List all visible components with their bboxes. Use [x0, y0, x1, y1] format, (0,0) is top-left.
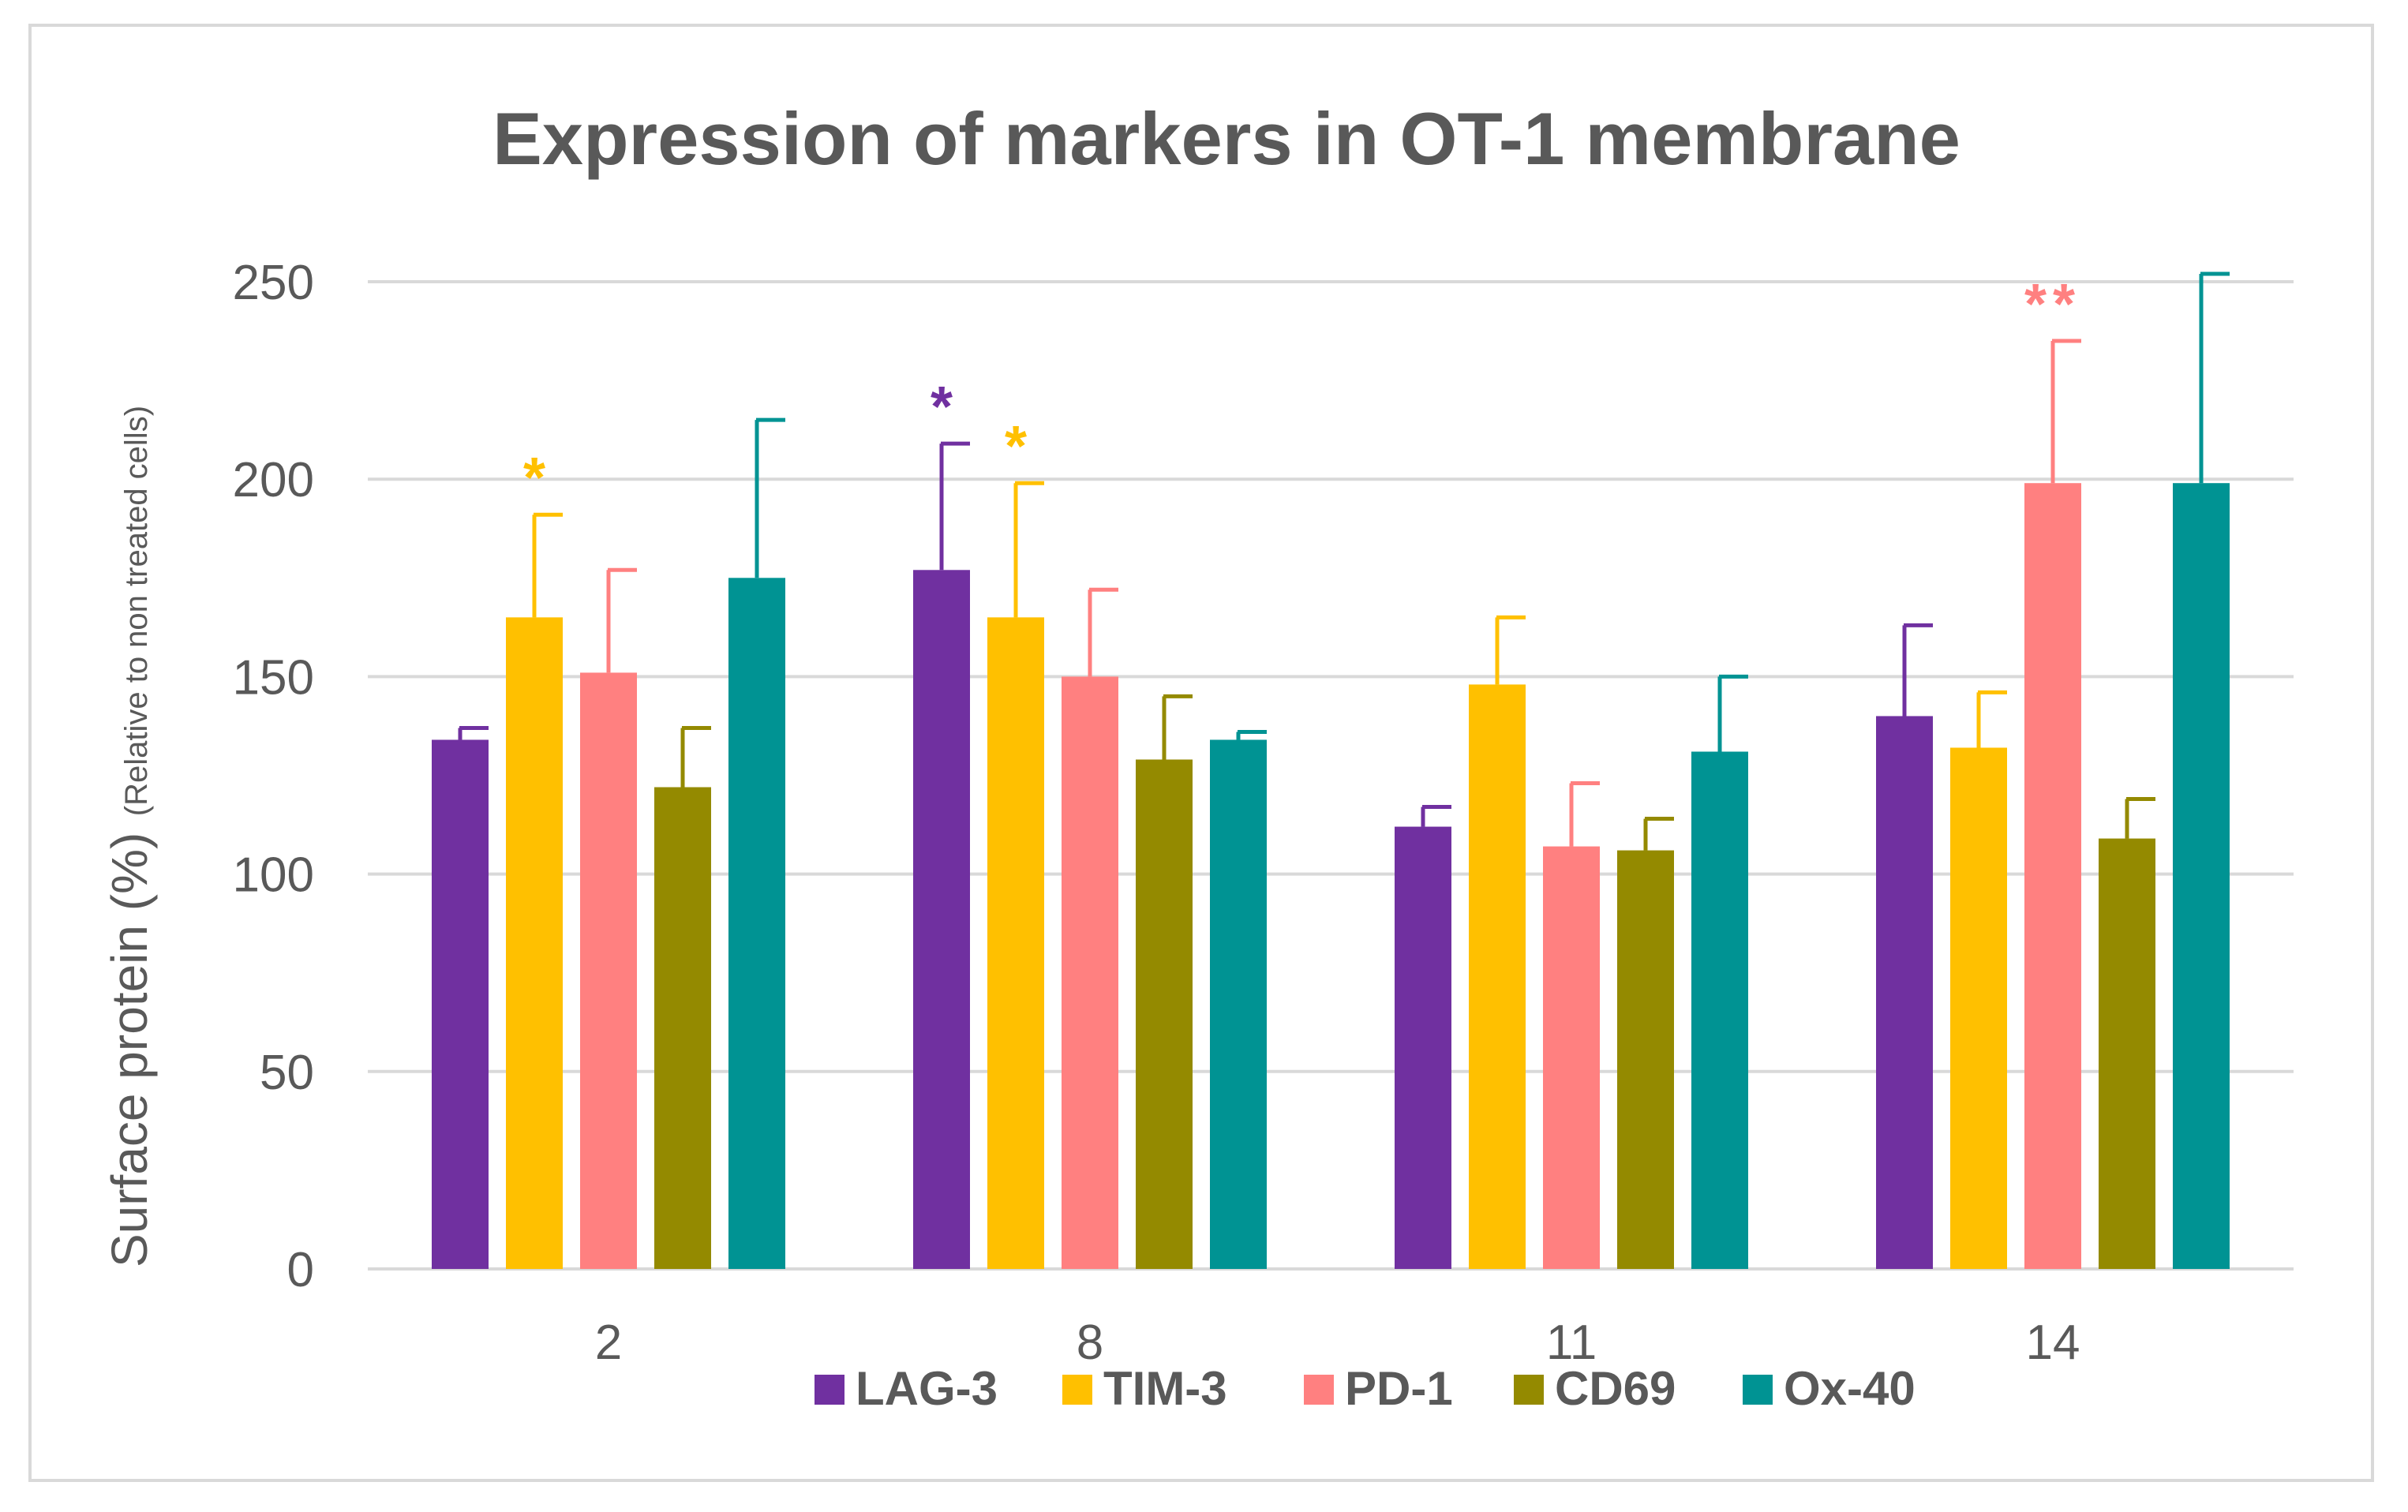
bar-CD69-14 [2099, 838, 2155, 1269]
legend-label-CD69: CD69 [1555, 1362, 1676, 1415]
bar-Ox-40-14 [2173, 483, 2230, 1269]
x-tick-label: 2 [595, 1316, 622, 1370]
error-bars [458, 271, 2230, 851]
y-axis-note: (Relative to non treated cells) [119, 406, 154, 816]
y-tick-label: 200 [233, 453, 314, 507]
bar-TIM-3-11 [1469, 684, 1526, 1269]
bar-TIM-3-8 [987, 617, 1044, 1269]
x-tick-label: 11 [1546, 1316, 1597, 1370]
bar-TIM-3-14 [1950, 747, 2007, 1269]
significance-annotations: ***** [523, 273, 2081, 510]
legend-swatch-LAG-3 [815, 1375, 844, 1405]
y-tick-label: 250 [233, 256, 314, 310]
significance-marker: * [523, 447, 545, 510]
legend-label-PD-1: PD-1 [1345, 1362, 1453, 1415]
bar-Ox-40-8 [1210, 739, 1267, 1269]
legend-swatch-PD-1 [1304, 1375, 1334, 1405]
legend-swatch-CD69 [1514, 1375, 1544, 1405]
bar-TIM-3-2 [506, 617, 563, 1269]
bar-LAG-3-8 [913, 570, 970, 1269]
y-tick-label: 100 [233, 848, 314, 903]
bar-PD-1-8 [1062, 676, 1118, 1269]
legend-label-TIM-3: TIM-3 [1103, 1362, 1227, 1415]
x-tick-label: 14 [2026, 1316, 2080, 1370]
significance-marker: ** [2024, 273, 2081, 336]
y-tick-label: 0 [287, 1243, 314, 1297]
bar-PD-1-2 [580, 672, 637, 1269]
bars [432, 483, 2230, 1269]
bar-Ox-40-11 [1691, 751, 1748, 1269]
legend-swatch-TIM-3 [1062, 1375, 1092, 1405]
bar-LAG-3-14 [1876, 716, 1933, 1269]
legend-swatch-Ox-40 [1743, 1375, 1773, 1405]
bar-Ox-40-2 [728, 578, 785, 1269]
significance-marker: * [1005, 415, 1027, 478]
legend-label-LAG-3: LAG-3 [856, 1362, 998, 1415]
bar-PD-1-11 [1543, 846, 1600, 1269]
bar-CD69-11 [1617, 850, 1674, 1269]
x-tick-label: 8 [1077, 1316, 1103, 1370]
y-axis-label: Surface protein (%) [101, 833, 158, 1267]
bar-LAG-3-11 [1395, 826, 1451, 1269]
chart-title: Expression of markers in OT-1 membrane [492, 97, 1960, 180]
legend-label-Ox-40: Ox-40 [1784, 1362, 1916, 1415]
x-tick-labels: 2 8 11 14 [595, 1316, 2080, 1370]
bar-LAG-3-2 [432, 739, 489, 1269]
y-axis-title: Surface protein (%) (Relative to non tre… [101, 406, 158, 1267]
bar-CD69-8 [1136, 759, 1193, 1269]
y-tick-label: 150 [233, 650, 314, 705]
y-tick-label: 50 [260, 1046, 314, 1100]
legend: LAG-3 TIM-3 PD-1 CD69 Ox-40 [815, 1362, 1916, 1415]
y-tick-labels: 0 50 100 150 200 250 [233, 256, 314, 1297]
bar-CD69-2 [654, 787, 711, 1269]
significance-marker: * [931, 376, 953, 439]
bar-PD-1-14 [2024, 483, 2081, 1269]
